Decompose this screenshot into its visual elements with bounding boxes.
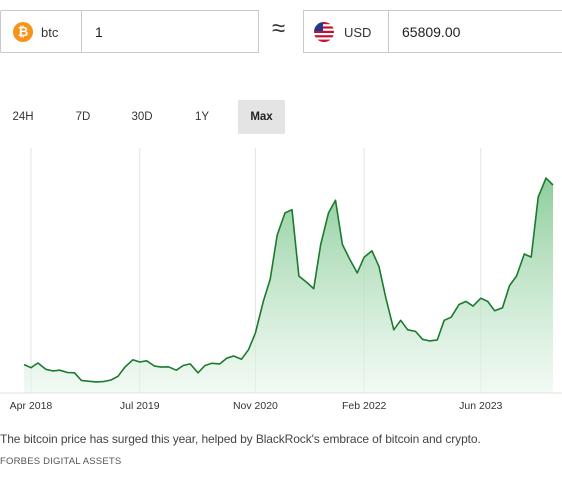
x-tick-label: Jul 2019 (120, 400, 160, 412)
tab-max[interactable]: Max (238, 100, 285, 134)
to-currency-select[interactable]: USD (303, 10, 389, 53)
from-amount-value: 1 (95, 24, 103, 40)
range-tabs: 24H 7D 30D 1Y Max (0, 100, 300, 134)
price-line (23, 177, 554, 383)
price-area-fill (24, 178, 553, 393)
to-amount-output[interactable]: 65809.00 (388, 10, 562, 53)
currency-converter: ₿ btc 1 ≈ USD 65809.00 (0, 10, 562, 53)
x-tick-label: Jun 2023 (459, 400, 502, 412)
price-chart: Apr 2018 Jul 2019 Nov 2020 Feb 2022 Jun 2023 (0, 148, 562, 412)
chart-caption: The bitcoin price has surged this year, … (0, 432, 481, 446)
x-tick-label: Feb 2022 (342, 400, 387, 412)
tab-24h[interactable]: 24H (12, 111, 34, 123)
tab-1y[interactable]: 1Y (194, 111, 210, 123)
chart-credit: FORBES DIGITAL ASSETS (0, 456, 122, 467)
x-tick-label: Apr 2018 (10, 400, 53, 412)
tab-7d[interactable]: 7D (75, 111, 91, 123)
from-currency-label: btc (41, 25, 59, 40)
from-amount-input[interactable]: 1 (81, 10, 259, 53)
us-flag-icon (314, 22, 334, 42)
bitcoin-icon: ₿ (13, 22, 33, 42)
to-currency-label: USD (344, 25, 372, 40)
from-currency-select[interactable]: ₿ btc (0, 10, 82, 53)
tab-30d[interactable]: 30D (131, 111, 153, 123)
approx-equals-icon: ≈ (272, 15, 286, 42)
x-tick-label: Nov 2020 (233, 400, 278, 412)
to-amount-value: 65809.00 (402, 24, 461, 40)
